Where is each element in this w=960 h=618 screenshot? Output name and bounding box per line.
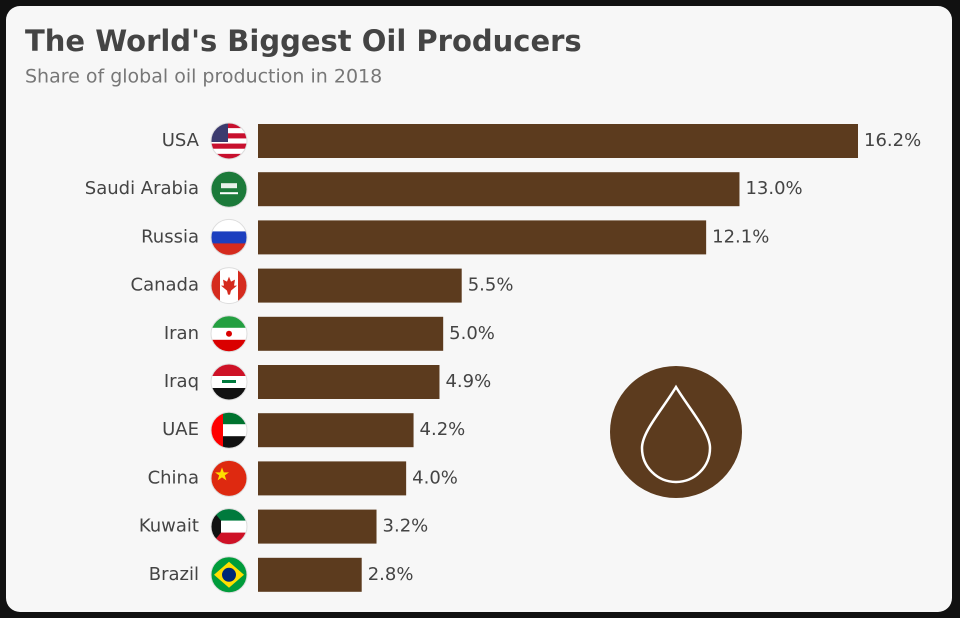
flag-part xyxy=(211,460,247,497)
bar xyxy=(258,220,707,255)
flag-part xyxy=(211,153,247,159)
category-label: Iraq xyxy=(164,371,199,392)
flag-part xyxy=(211,128,247,134)
flag-outline xyxy=(210,267,248,305)
flag xyxy=(210,411,248,449)
flag-part xyxy=(211,339,247,352)
flag-body xyxy=(211,219,247,256)
flag-part xyxy=(211,364,247,377)
flag-part xyxy=(221,183,237,189)
value-label: 4.0% xyxy=(412,467,458,488)
flag-part xyxy=(211,315,247,329)
value-label: 5.0% xyxy=(449,323,495,344)
category-label: Saudi Arabia xyxy=(85,178,199,199)
bar xyxy=(258,413,414,448)
value-label: 16.2% xyxy=(864,130,921,151)
flag-part xyxy=(221,276,237,295)
flag-outline xyxy=(210,218,248,256)
flag-part xyxy=(211,231,247,244)
flag-body xyxy=(211,412,247,449)
flag-part xyxy=(211,243,247,256)
bar xyxy=(258,461,407,496)
flag-part xyxy=(222,567,236,582)
flag xyxy=(210,122,248,160)
category-label: Canada xyxy=(131,275,200,296)
flag xyxy=(210,508,248,546)
flag-part xyxy=(211,143,247,150)
flag-part xyxy=(211,508,247,522)
category-label: Kuwait xyxy=(139,516,199,537)
value-label: 4.2% xyxy=(420,419,466,440)
flag-part xyxy=(220,192,238,195)
flag xyxy=(210,267,248,305)
category-label: China xyxy=(148,467,199,488)
flag-part xyxy=(211,123,247,129)
flag-part xyxy=(211,138,247,144)
flag-body xyxy=(211,364,247,400)
bar xyxy=(258,365,440,399)
flag-part xyxy=(222,380,236,383)
flag-body xyxy=(211,171,247,208)
flag-part xyxy=(211,171,247,208)
value-label: 2.8% xyxy=(368,564,414,585)
bar xyxy=(258,316,444,351)
flag-part xyxy=(211,148,247,155)
flag-body xyxy=(211,267,247,304)
value-label: 5.5% xyxy=(468,275,514,296)
flag xyxy=(210,170,248,208)
bar xyxy=(258,509,377,544)
flag xyxy=(210,363,248,401)
category-label: Russia xyxy=(141,226,199,247)
flag xyxy=(210,315,248,353)
flag xyxy=(210,556,248,594)
category-label: USA xyxy=(162,130,200,151)
value-label: 13.0% xyxy=(745,178,802,199)
bar xyxy=(258,557,362,592)
flag-body xyxy=(211,556,247,593)
value-label: 12.1% xyxy=(712,226,769,247)
flag-part xyxy=(211,388,247,400)
category-label: UAE xyxy=(162,419,199,440)
flag xyxy=(210,218,248,256)
flag-part xyxy=(238,267,247,304)
flag-outline xyxy=(210,556,248,594)
oil-drop xyxy=(640,384,712,484)
bar xyxy=(258,268,462,303)
flag-outline xyxy=(210,363,248,401)
flag-part xyxy=(211,133,247,139)
flag-body xyxy=(211,460,247,497)
flag-outline xyxy=(210,459,248,497)
flag-part xyxy=(211,219,247,232)
chart-subtitle: Share of global oil production in 2018 xyxy=(25,66,382,88)
flag-outline xyxy=(210,508,248,546)
bar xyxy=(258,172,740,207)
flag-part xyxy=(226,330,232,337)
flag-part xyxy=(211,532,247,545)
flag-outline xyxy=(210,170,248,208)
flag xyxy=(210,459,248,497)
flag-outline xyxy=(210,411,248,449)
flag-outline xyxy=(210,315,248,353)
flag-part xyxy=(211,412,223,449)
flag-outline xyxy=(210,122,248,160)
icon-circle xyxy=(610,366,742,498)
category-label: Brazil xyxy=(149,564,199,585)
category-label: Iran xyxy=(164,323,199,344)
flag-part xyxy=(215,467,229,481)
chart-title: The World's Biggest Oil Producers xyxy=(25,24,582,58)
value-label: 3.2% xyxy=(383,516,429,537)
bar xyxy=(258,124,858,158)
flag-part xyxy=(211,267,220,304)
oil-icon xyxy=(610,366,742,498)
flag-body xyxy=(211,315,247,352)
flag-body xyxy=(211,123,247,159)
value-label: 4.9% xyxy=(445,371,491,392)
